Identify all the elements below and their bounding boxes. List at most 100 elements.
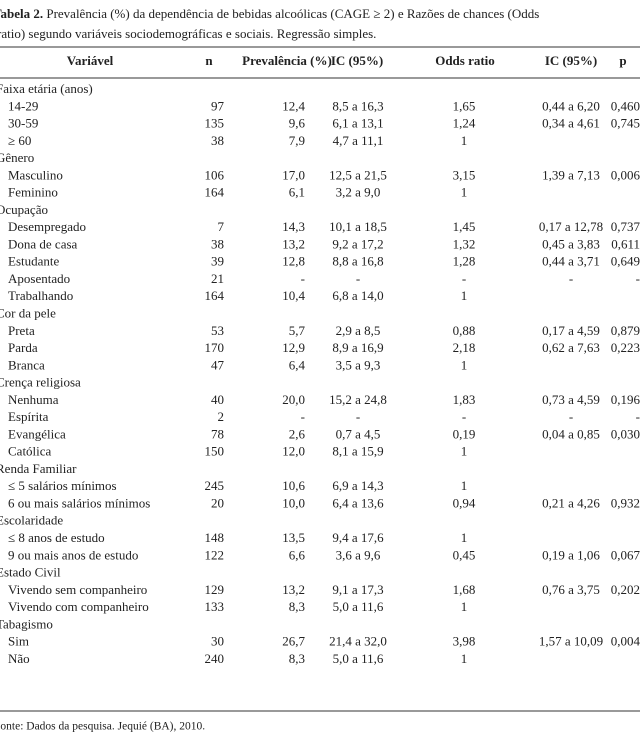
cell: 0,17 a 12,78 (539, 219, 603, 234)
cell: 0,44 a 3,71 (542, 254, 600, 269)
cell: - (356, 271, 360, 286)
cell: 0,067 (611, 547, 640, 562)
cell: 245 (205, 478, 225, 493)
cell: 1 (461, 478, 468, 493)
row-label: 14-29 (8, 98, 38, 113)
row-label: ≤ 5 salários mínimos (8, 478, 117, 493)
cell: 13,2 (282, 236, 305, 251)
cell: 0,932 (611, 495, 640, 510)
cell: 8,1 a 15,9 (332, 444, 383, 459)
cell: 1 (461, 185, 468, 200)
cell: 5,0 a 11,6 (333, 599, 384, 614)
cell: 1,65 (453, 98, 476, 113)
row-label: 30-59 (8, 116, 38, 131)
row-label: 9 ou mais anos de estudo (8, 547, 138, 562)
group-label: Faixa etária (anos) (0, 81, 93, 96)
cell: 10,6 (282, 478, 305, 493)
cell: 0,745 (611, 116, 640, 131)
cell: 39 (211, 254, 224, 269)
cell: 122 (205, 547, 225, 562)
group-label: Ocupação (0, 202, 48, 217)
cell: 106 (205, 167, 225, 182)
cell: 1 (461, 133, 468, 148)
cell: 8,5 a 16,3 (332, 98, 383, 113)
cell: 3,98 (453, 634, 476, 649)
cell: 26,7 (282, 634, 305, 649)
cell: 10,4 (282, 288, 305, 303)
cell: 6,1 (289, 185, 305, 200)
cell: 6,8 a 14,0 (332, 288, 383, 303)
cell: 12,9 (282, 340, 305, 355)
cell: 0,030 (611, 426, 640, 441)
cell: 0,34 a 4,61 (542, 116, 600, 131)
cell: 7,9 (289, 133, 305, 148)
cell: 3,15 (453, 167, 476, 182)
cell: 6,4 (289, 357, 306, 372)
cell: - (462, 271, 466, 286)
cell: 53 (211, 323, 224, 338)
cell: 0,45 a 3,83 (542, 236, 600, 251)
column-header: p (619, 53, 626, 68)
cell: 150 (205, 444, 225, 459)
cell: - (356, 409, 360, 424)
row-label: Sim (8, 634, 29, 649)
cell: 12,8 (282, 254, 305, 269)
cell: 0,04 a 0,85 (542, 426, 600, 441)
cell: 9,2 a 17,2 (332, 236, 383, 251)
cell: 0,73 a 4,59 (542, 392, 600, 407)
cell: 5,0 a 11,6 (333, 651, 384, 666)
cell: 15,2 a 24,8 (329, 392, 387, 407)
cell: 1,39 a 7,13 (542, 167, 600, 182)
cell: 0,17 a 4,59 (542, 323, 600, 338)
cell: 40 (211, 392, 224, 407)
cell: 3,6 a 9,6 (336, 547, 381, 562)
cell: 2,18 (453, 340, 476, 355)
cell: 0,76 a 3,75 (542, 582, 600, 597)
cell: 10,1 a 18,5 (329, 219, 387, 234)
row-label: Evangélica (8, 426, 66, 441)
cell: 12,4 (282, 98, 305, 113)
cell: 6,6 (289, 547, 306, 562)
cell: - (462, 409, 466, 424)
cell: 0,62 a 7,63 (542, 340, 600, 355)
row-label: Trabalhando (8, 288, 73, 303)
group-label: Escolaridade (0, 513, 63, 528)
cell: 13,2 (282, 582, 305, 597)
row-label: Não (8, 651, 30, 666)
cell: 1 (461, 357, 468, 372)
cell: 240 (205, 651, 225, 666)
cell: 1 (461, 444, 468, 459)
caption-line: Tabela 2. Prevalência (%) da dependência… (0, 6, 539, 21)
cell: 10,0 (282, 495, 305, 510)
cell: 1,57 a 10,09 (539, 634, 603, 649)
column-header: IC (95%) (331, 53, 383, 68)
cell: 38 (211, 236, 224, 251)
cell: 1 (461, 288, 468, 303)
cell: 2,9 a 8,5 (336, 323, 381, 338)
cell: 0,19 a 1,06 (542, 547, 600, 562)
cell: 12,0 (282, 444, 305, 459)
cell: 6,1 a 13,1 (332, 116, 383, 131)
cell: 8,3 (289, 599, 305, 614)
cell: 8,3 (289, 651, 305, 666)
cell: 0,196 (611, 392, 640, 407)
cell: 170 (205, 340, 225, 355)
cell: 9,1 a 17,3 (332, 582, 383, 597)
cell: 1 (461, 651, 468, 666)
row-label: Estudante (8, 254, 59, 269)
row-label: Dona de casa (8, 236, 78, 251)
cell: 13,5 (282, 530, 305, 545)
group-label: Crença religiosa (0, 375, 81, 390)
cell: 17,0 (282, 167, 305, 182)
cell: 0,737 (611, 219, 640, 234)
cell: - (301, 409, 305, 424)
row-label: Desempregado (8, 219, 86, 234)
row-label: Vivendo sem companheiro (8, 582, 147, 597)
cell: 2 (218, 409, 225, 424)
row-label: Espírita (8, 409, 49, 424)
row-label: Parda (8, 340, 38, 355)
cell: 47 (211, 357, 225, 372)
cell: 148 (205, 530, 225, 545)
